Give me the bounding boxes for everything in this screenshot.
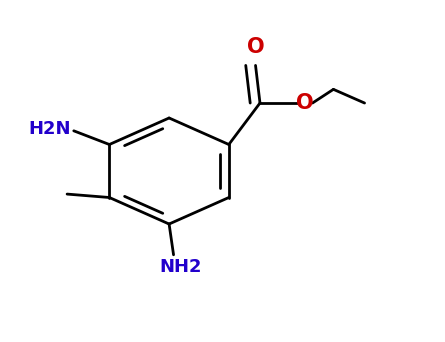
Text: O: O	[295, 93, 313, 113]
Text: O: O	[247, 37, 264, 57]
Text: H2N: H2N	[28, 120, 71, 138]
Text: NH2: NH2	[159, 258, 202, 276]
